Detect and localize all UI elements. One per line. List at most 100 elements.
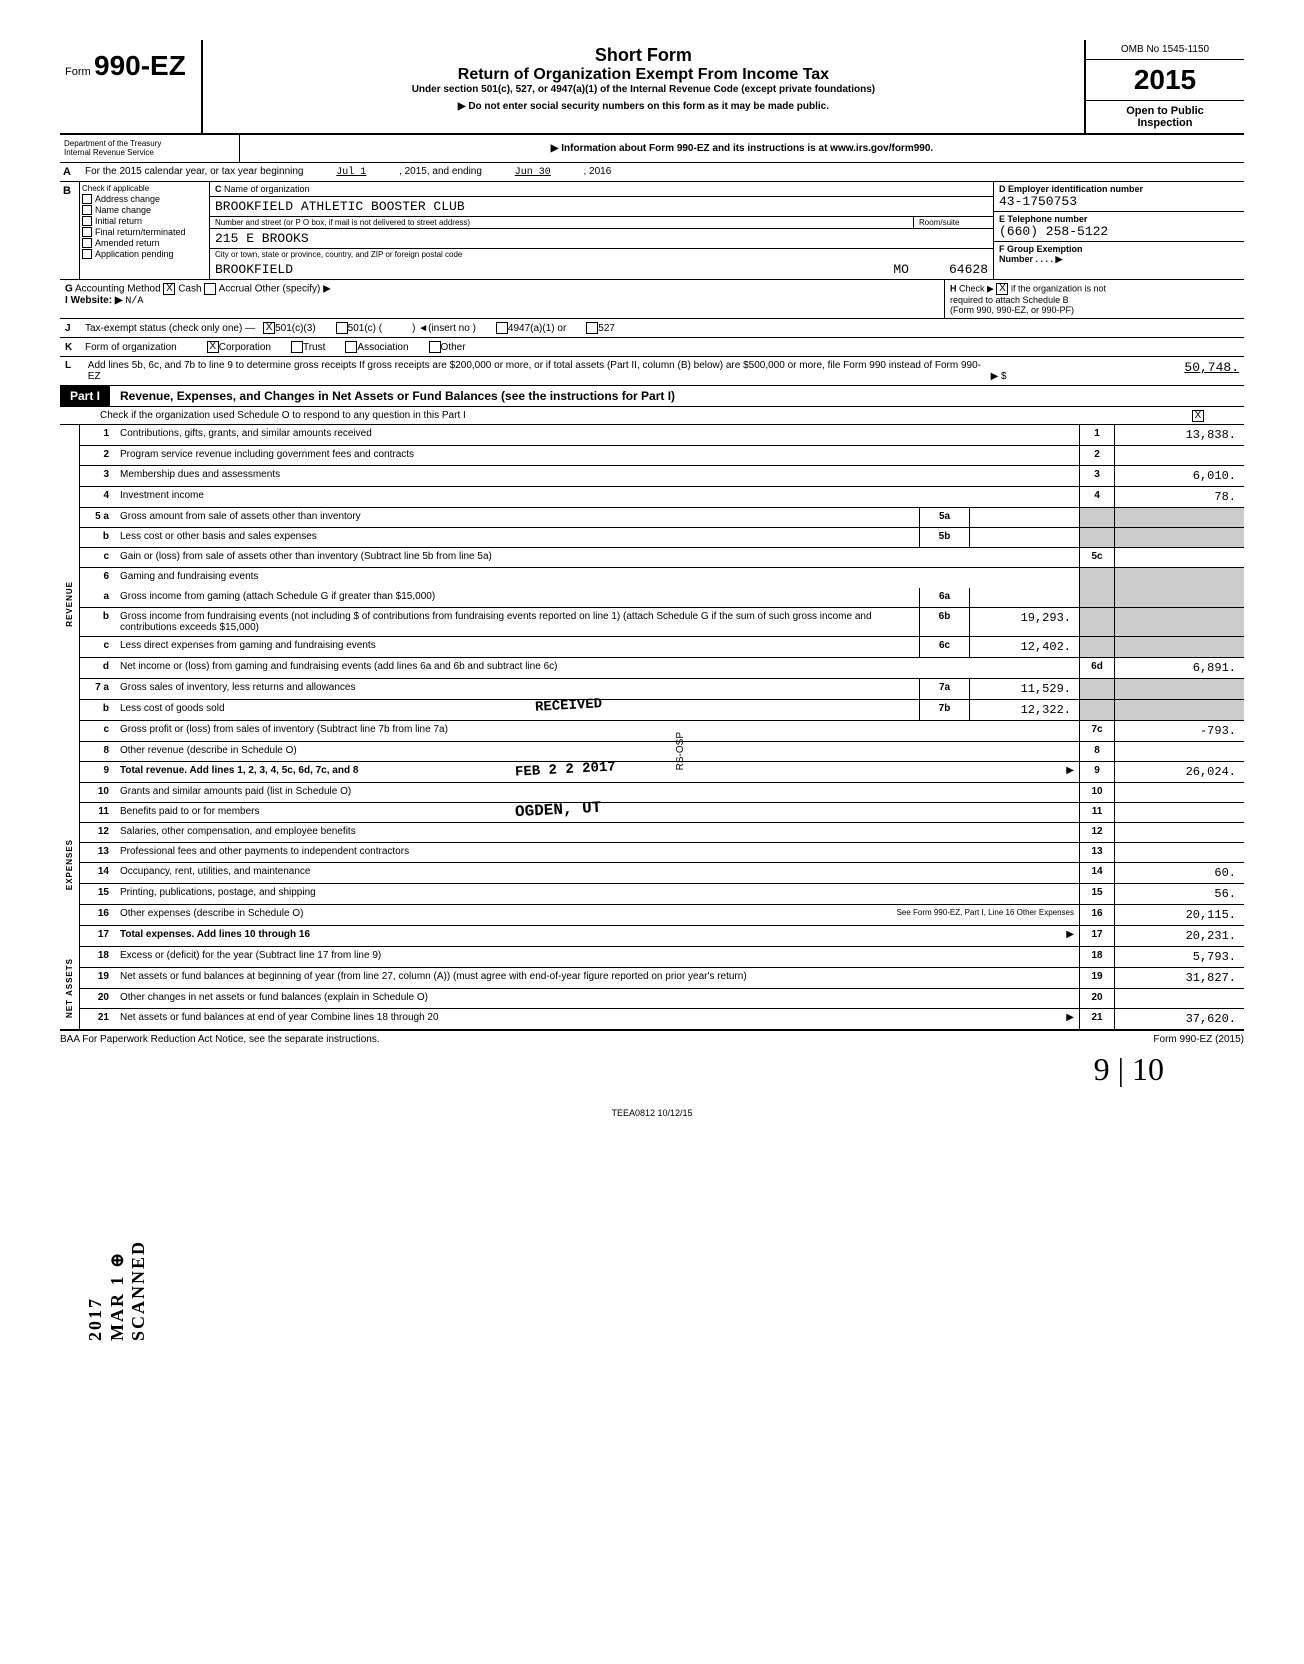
line-10-val [1114,783,1244,802]
line-6a-desc: Gross income from gaming (attach Schedul… [115,588,919,607]
checkbox-trust[interactable] [291,341,303,353]
form-number-box: Form 990-EZ [60,40,203,133]
part1-title: Revenue, Expenses, and Changes in Net As… [110,386,1244,406]
ein-label: Employer identification number [1008,184,1143,194]
line-17-desc: Total expenses. Add lines 10 through 16▶ [115,926,1079,946]
letter-k: K [65,342,85,353]
line-6c-desc: Less direct expenses from gaming and fun… [115,637,919,657]
row-l: L Add lines 5b, 6c, and 7b to line 9 to … [60,357,1244,386]
letter-i: I [65,295,68,306]
end-date: Jun 30 [515,167,551,178]
checkbox-name-change[interactable] [82,205,92,215]
line-19-val: 31,827. [1114,968,1244,988]
checkbox-assoc[interactable] [345,341,357,353]
line-1-val: 13,838. [1114,425,1244,445]
checkbox-corp[interactable] [207,341,219,353]
org-zip: 64628 [949,262,988,277]
checkbox-501c3[interactable] [263,322,275,334]
letter-l: L [65,360,85,371]
line-9-desc: Total revenue. Add lines 1, 2, 3, 4, 5c,… [115,762,1079,782]
row-gh: G Accounting Method Cash Accrual Other (… [60,280,1244,319]
checkbox-amended[interactable] [82,238,92,248]
checkbox-other-org[interactable] [429,341,441,353]
line-8-desc: Other revenue (describe in Schedule O) [115,742,1079,761]
stamp-rsosp: RS-OSP [675,732,686,770]
col-def: D Employer identification number 43-1750… [994,182,1244,279]
website-label: Website: ▶ [71,295,123,306]
ein-value: 43-1750753 [999,194,1239,209]
row-l-text: Add lines 5b, 6c, and 7b to line 9 to de… [88,360,988,382]
name-label: Name of organization [224,184,310,194]
checkbox-accrual[interactable] [204,283,216,295]
line-16-val: 20,115. [1114,905,1244,925]
checkbox-address-change[interactable] [82,194,92,204]
checkbox-final-return[interactable] [82,227,92,237]
line-6b-val: 19,293. [969,608,1079,636]
line-5a-val [969,508,1079,527]
checkbox-sched-b[interactable] [996,283,1008,295]
letter-b: B [60,182,80,279]
line-21-val: 37,620. [1114,1009,1244,1029]
line-4-val: 78. [1114,487,1244,507]
begin-date: Jul 1 [336,167,366,178]
addr-label: Number and street (or P O box, if mail i… [210,217,913,228]
checkbox-cash[interactable] [163,283,175,295]
note-1: ▶ Do not enter social security numbers o… [213,101,1074,112]
org-address: 215 E BROOKS [210,229,993,249]
line-6c-val: 12,402. [969,637,1079,657]
checkbox-sched-o[interactable] [1192,410,1204,422]
col-c: C Name of organization BROOKFIELD ATHLET… [210,182,994,279]
website-value: N/A [125,296,143,307]
line-20-val [1114,989,1244,1008]
line-8-val [1114,742,1244,761]
line-13-val [1114,843,1244,862]
title-under: Under section 501(c), 527, or 4947(a)(1)… [213,84,1074,95]
stamp-received: RECEIVED [535,696,603,715]
checkbox-app-pending[interactable] [82,249,92,259]
checkbox-527[interactable] [586,322,598,334]
form-year-box: OMB No 1545-1150 2015 Open to Public Ins… [1084,40,1244,133]
letter-h: H [950,283,957,293]
tax-exempt-label: Tax-exempt status (check only one) — [85,323,255,334]
title-sub: Return of Organization Exempt From Incom… [213,66,1074,84]
dept-treasury: Department of the Treasury Internal Reve… [60,135,240,162]
gross-receipts: 50,748. [1184,360,1239,375]
row-a: A For the 2015 calendar year, or tax yea… [60,163,1244,182]
check-applicable: Check if applicable [82,184,207,193]
checkbox-initial-return[interactable] [82,216,92,226]
open-public: Open to Public Inspection [1086,101,1244,133]
line-11-val [1114,803,1244,822]
line-2-desc: Program service revenue including govern… [115,446,1079,465]
dept-row: Department of the Treasury Internal Reve… [60,135,1244,163]
line-4-desc: Investment income [115,487,1079,507]
org-name: BROOKFIELD ATHLETIC BOOSTER CLUB [210,197,993,217]
checkbox-501c[interactable] [336,322,348,334]
line-6-desc: Gaming and fundraising events [115,568,1079,588]
footer-teea: TEEA0812 10/12/15 [60,1108,1244,1118]
sidebar-netassets: NET ASSETS [60,947,80,1029]
stamp-date: FEB 2 2 2017 [515,759,617,780]
title-main: Short Form [213,45,1074,66]
line-12-val [1114,823,1244,842]
line-5b-val [969,528,1079,547]
line-13-desc: Professional fees and other payments to … [115,843,1079,862]
line-20-desc: Other changes in net assets or fund bala… [115,989,1079,1008]
phone-value: (660) 258-5122 [999,224,1239,239]
row-a-mid: , 2015, and ending [399,166,482,177]
letter-g: G [65,284,73,295]
line-15-desc: Printing, publications, postage, and shi… [115,884,1079,904]
footer-form: Form 990-EZ (2015) [1153,1034,1244,1045]
line-1-desc: Contributions, gifts, grants, and simila… [115,425,1079,445]
line-7b-val: 12,322. [969,700,1079,720]
omb-number: OMB No 1545-1150 [1086,40,1244,60]
line-19-desc: Net assets or fund balances at beginning… [115,968,1079,988]
stamp-ogden: OGDEN, UT [515,799,602,821]
part1-check-row: Check if the organization used Schedule … [60,407,1244,425]
checkbox-4947[interactable] [496,322,508,334]
line-6b-desc: Gross income from fundraising events (no… [115,608,919,636]
org-city: BROOKFIELD [215,262,893,277]
line-5c-desc: Gain or (loss) from sale of assets other… [115,548,1079,567]
line-21-desc: Net assets or fund balances at end of ye… [115,1009,1079,1029]
section-bcdef: B Check if applicable Address change Nam… [60,182,1244,280]
sidebar-revenue: REVENUE [60,425,80,783]
